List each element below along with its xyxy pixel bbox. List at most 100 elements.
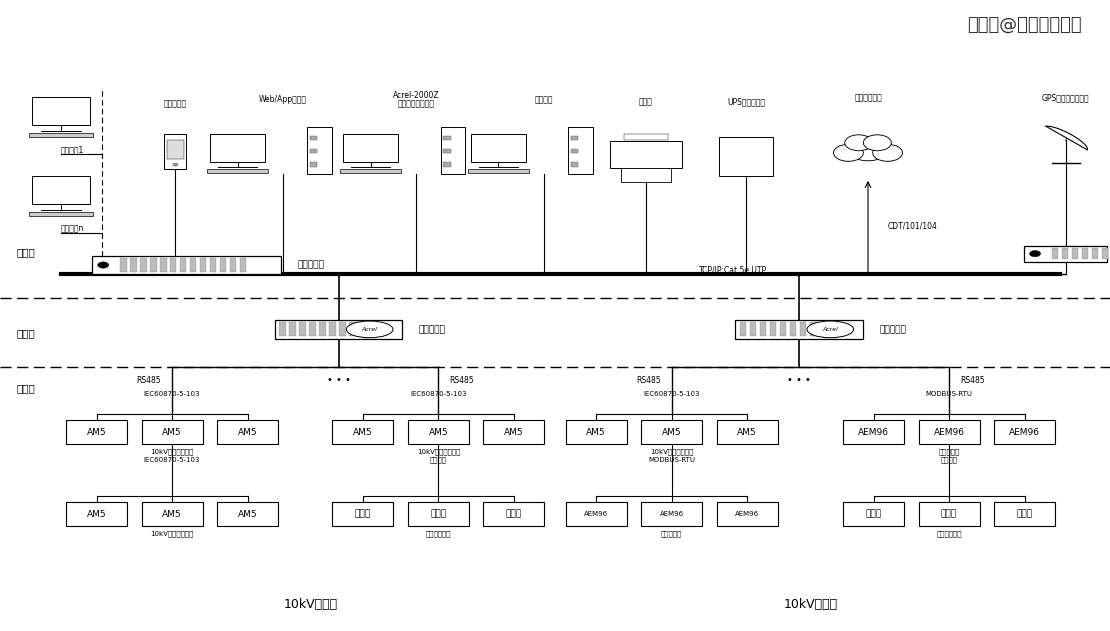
Bar [362, 322, 371, 337]
Text: 通讯层: 通讯层 [17, 328, 36, 338]
Text: UPS不间断电源: UPS不间断电源 [727, 98, 765, 107]
Bar [642, 502, 703, 526]
Text: 10kV变电所: 10kV变电所 [784, 598, 837, 611]
Bar [206, 169, 269, 174]
Bar [218, 420, 278, 444]
Bar [750, 322, 756, 336]
Text: • • •: • • • [326, 375, 351, 386]
Text: 10kV保护测控装置: 10kV保护测控装置 [150, 531, 194, 537]
Bar [333, 420, 394, 444]
Text: 电度表: 电度表 [1017, 510, 1032, 519]
Text: RS485: RS485 [636, 376, 660, 385]
Circle shape [834, 144, 864, 162]
Text: Acrel: Acrel [362, 327, 377, 332]
Bar [67, 420, 127, 444]
Bar [180, 258, 186, 272]
Text: 多功能仪表: 多功能仪表 [938, 449, 960, 455]
Text: AEM96: AEM96 [934, 428, 965, 437]
Bar [300, 322, 306, 336]
Bar [408, 420, 470, 444]
Text: AM5: AM5 [353, 428, 373, 437]
Text: 温控仪: 温控仪 [431, 510, 446, 519]
Bar [484, 502, 544, 526]
Bar [471, 134, 526, 162]
Text: RS485: RS485 [450, 376, 474, 385]
Bar [995, 502, 1056, 526]
Text: IEC60870-5-103: IEC60870-5-103 [411, 391, 466, 397]
Text: 搜狐号@安科瑞王瑞月: 搜狐号@安科瑞王瑞月 [968, 16, 1082, 34]
Bar [160, 258, 166, 272]
Text: 10kV保护测控装置: 10kV保护测控装置 [150, 449, 194, 455]
Bar [142, 502, 202, 526]
Bar [1081, 248, 1088, 259]
Text: AM5: AM5 [162, 510, 182, 519]
Bar [190, 258, 196, 272]
Bar [120, 258, 127, 272]
Text: AM5: AM5 [428, 428, 448, 437]
Bar [565, 502, 626, 526]
Text: 多功能仪表: 多功能仪表 [660, 531, 683, 537]
Text: IEC60870-5-103: IEC60870-5-103 [144, 391, 200, 397]
Bar [844, 420, 904, 444]
Bar [919, 502, 980, 526]
Text: AM5: AM5 [238, 428, 258, 437]
Circle shape [1030, 251, 1041, 257]
Bar [67, 502, 127, 526]
Text: MODBUS-RTU: MODBUS-RTU [648, 457, 695, 463]
Text: 上级调度中心: 上级调度中心 [855, 93, 881, 102]
Text: AM5: AM5 [87, 510, 107, 519]
Text: 数据采集器: 数据采集器 [418, 325, 445, 334]
Text: AEM96: AEM96 [858, 428, 889, 437]
Text: 手机客户端: 手机客户端 [164, 99, 186, 108]
Text: AEM96: AEM96 [1009, 428, 1040, 437]
Bar [320, 322, 326, 336]
Bar [29, 133, 93, 138]
Text: GPS或北斗对时装置: GPS或北斗对时装置 [1042, 93, 1089, 102]
Bar [443, 162, 451, 167]
Text: AEM96: AEM96 [584, 511, 608, 517]
Text: 数据采集器: 数据采集器 [879, 325, 906, 334]
Circle shape [872, 144, 902, 162]
Bar [443, 149, 451, 153]
Bar [719, 137, 773, 176]
Bar [164, 134, 186, 168]
Bar [92, 256, 281, 274]
Bar [571, 162, 578, 167]
Bar [995, 420, 1056, 444]
Text: AM5: AM5 [238, 510, 258, 519]
Bar [289, 322, 296, 336]
Bar [166, 140, 183, 159]
Bar [343, 134, 398, 162]
Bar [29, 211, 93, 216]
Text: AEM96: AEM96 [659, 511, 684, 517]
Text: MODBUS-RTU: MODBUS-RTU [926, 391, 972, 397]
Text: RS485: RS485 [960, 376, 985, 385]
Bar [275, 320, 402, 339]
Bar [443, 136, 451, 140]
Bar [340, 322, 346, 336]
Text: 网络交换机: 网络交换机 [297, 261, 324, 269]
Circle shape [847, 137, 889, 161]
Bar [170, 258, 176, 272]
Bar [309, 322, 316, 336]
Bar [571, 136, 578, 140]
Bar [310, 136, 317, 140]
Bar [790, 322, 796, 336]
Bar [441, 126, 465, 174]
Text: 打印机: 打印机 [639, 98, 653, 107]
Bar [484, 420, 544, 444]
Text: 站控层: 站控层 [17, 247, 36, 257]
Bar [1091, 248, 1099, 259]
Text: AM5: AM5 [87, 428, 107, 437]
Bar [565, 420, 626, 444]
Text: 电力监控系统主机: 电力监控系统主机 [397, 99, 435, 108]
Bar [408, 502, 470, 526]
Bar [919, 420, 980, 444]
Text: AEM96: AEM96 [735, 511, 759, 517]
Text: 10kV保护测控装置: 10kV保护测控装置 [649, 449, 694, 455]
Bar [759, 322, 766, 336]
Text: 10kV保护测控装置: 10kV保护测控装置 [416, 449, 461, 455]
Circle shape [864, 135, 891, 151]
Bar [779, 322, 786, 336]
Text: 直流屏: 直流屏 [355, 510, 371, 519]
